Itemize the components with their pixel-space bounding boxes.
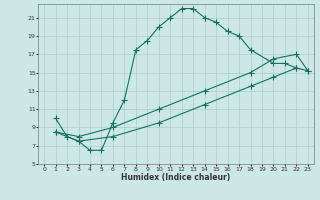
X-axis label: Humidex (Indice chaleur): Humidex (Indice chaleur) xyxy=(121,173,231,182)
